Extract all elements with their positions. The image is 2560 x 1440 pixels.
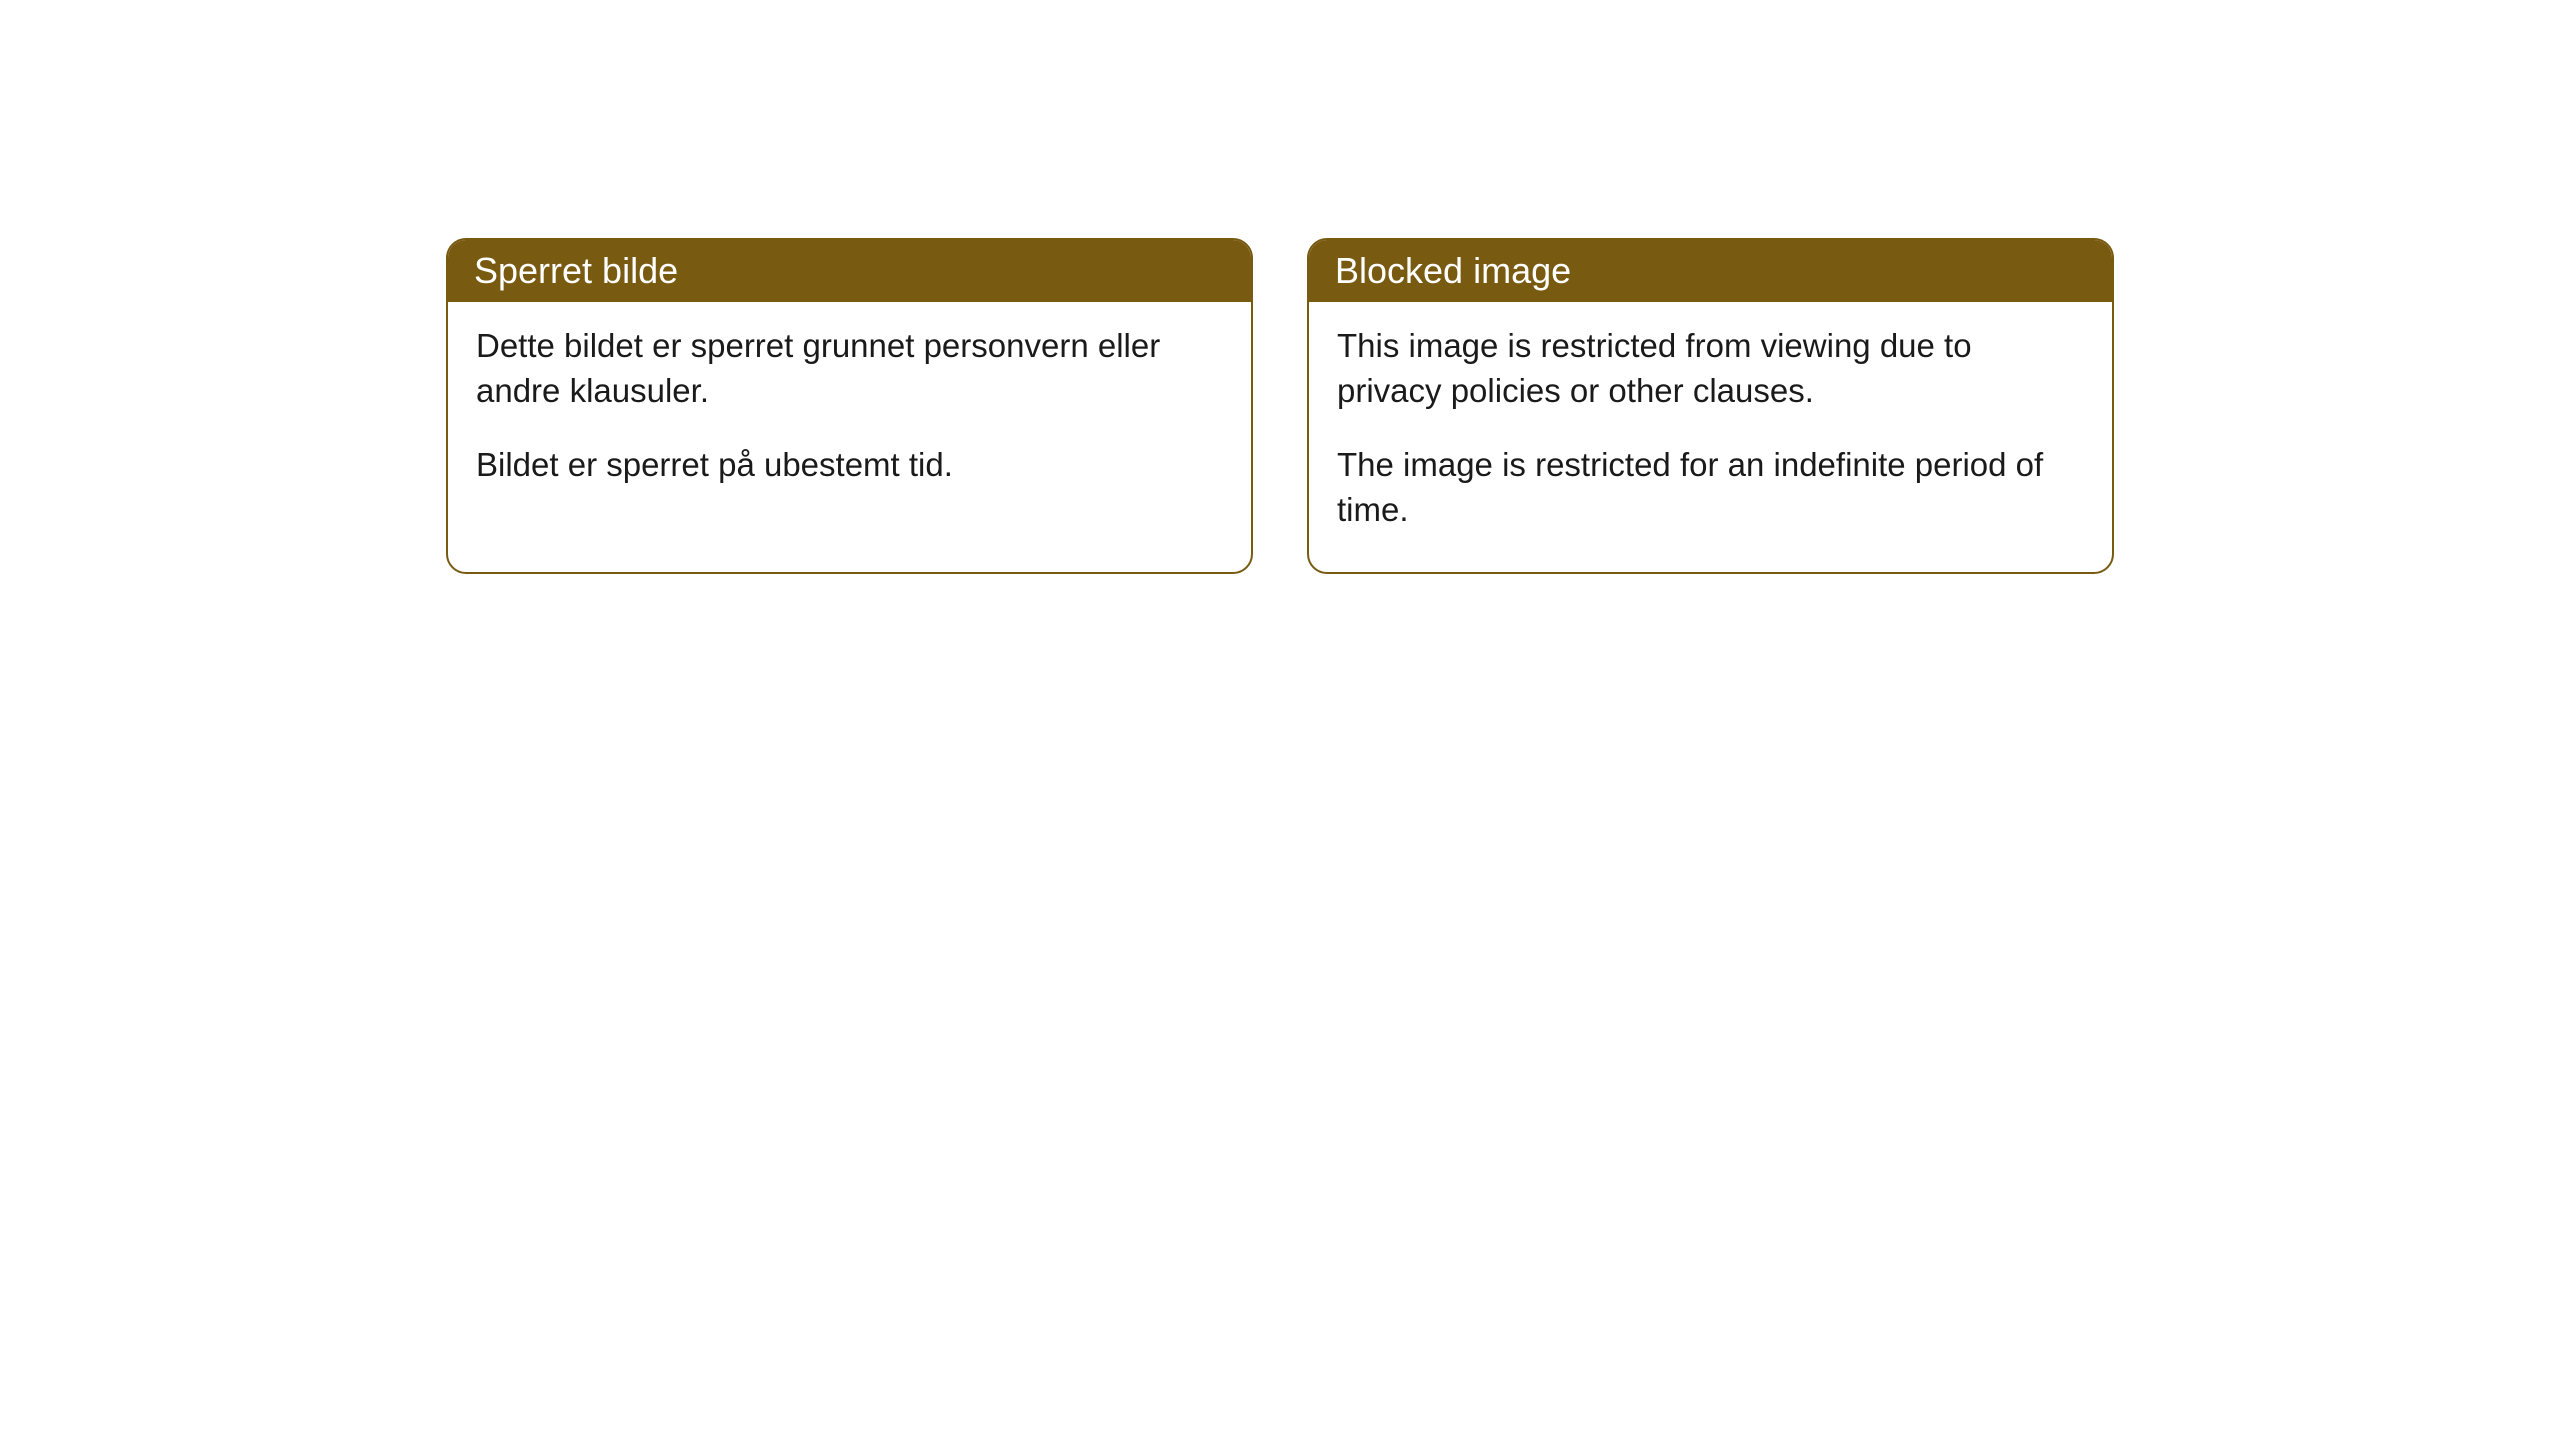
card-header: Sperret bilde — [448, 240, 1251, 302]
blocked-image-card-norwegian: Sperret bilde Dette bildet er sperret gr… — [446, 238, 1253, 574]
card-header: Blocked image — [1309, 240, 2112, 302]
notice-cards-container: Sperret bilde Dette bildet er sperret gr… — [446, 238, 2114, 574]
card-paragraph: This image is restricted from viewing du… — [1337, 324, 2084, 413]
card-paragraph: The image is restricted for an indefinit… — [1337, 443, 2084, 532]
blocked-image-card-english: Blocked image This image is restricted f… — [1307, 238, 2114, 574]
card-paragraph: Bildet er sperret på ubestemt tid. — [476, 443, 1223, 488]
card-body: Dette bildet er sperret grunnet personve… — [448, 302, 1251, 528]
card-title: Sperret bilde — [474, 250, 678, 291]
card-title: Blocked image — [1335, 250, 1571, 291]
card-paragraph: Dette bildet er sperret grunnet personve… — [476, 324, 1223, 413]
card-body: This image is restricted from viewing du… — [1309, 302, 2112, 572]
